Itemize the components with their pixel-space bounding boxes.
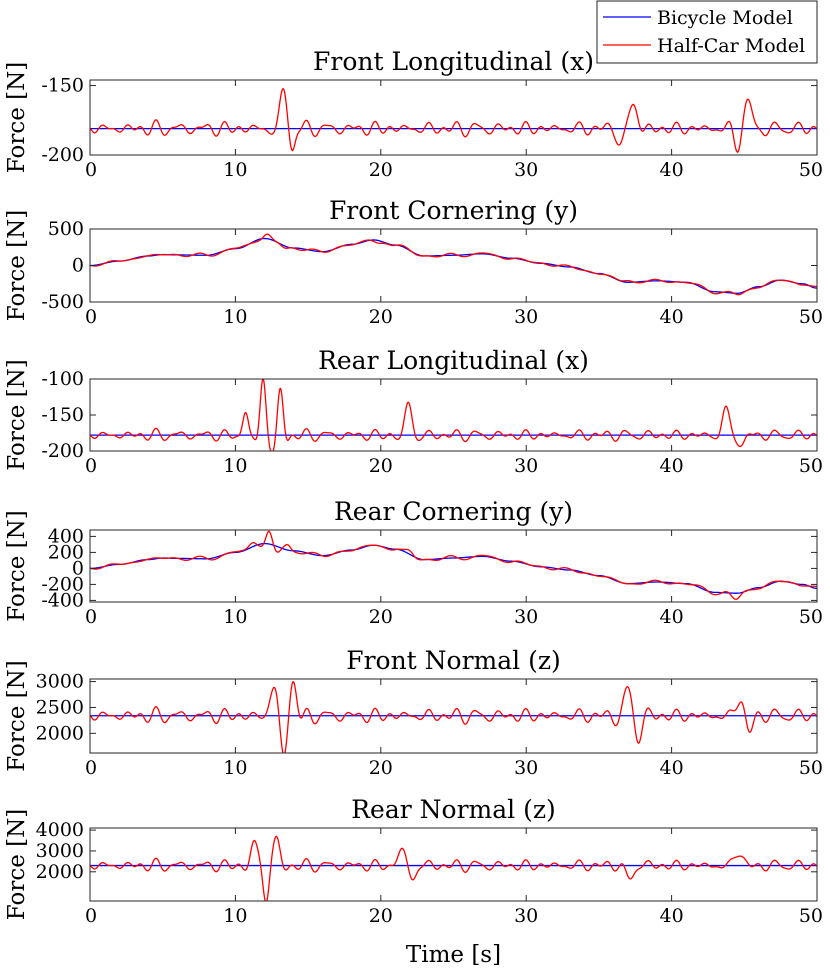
x-tick-label: 0 [85,455,97,477]
x-tick-label: 20 [369,905,393,927]
series-line-half-car-model [90,87,817,153]
y-tick-label: 3000 [36,671,84,693]
series-line-bicycle-model [90,237,817,294]
y-tick-label: 2000 [36,861,84,883]
y-tick-label: -150 [41,404,84,426]
y-tick-label: -150 [41,75,84,97]
x-tick-label: 0 [85,306,97,328]
x-tick-label: 40 [660,306,684,328]
y-axis-label: Force [N] [4,510,30,621]
x-tick-label: 0 [85,606,97,628]
y-axis-label: Force [N] [4,210,30,321]
y-tick-label: 400 [48,525,84,547]
chart-panel-1: Front Longitudinal (x) Force [N] 0 10 20 30 40… [4,47,823,181]
x-tick-label: 30 [514,905,538,927]
legend: Bicycle Model Half-Car Model [596,0,818,64]
panel-title: Rear Longitudinal (x) [318,346,589,375]
y-tick-label: -500 [41,291,84,313]
chart-panel-5: Front Normal (z) Force [N] 0 10 20 30 40 50 3000… [4,646,823,779]
y-tick-label: 0 [72,255,84,277]
y-tick-label: 2500 [36,696,84,718]
x-tick-label: 20 [369,606,393,628]
plot-frame [89,529,818,603]
y-tick-label: 500 [48,218,84,240]
series-line-half-car-model [90,680,817,753]
x-tick-label: 30 [514,159,538,181]
x-tick-label: 50 [799,606,823,628]
y-axis-label: Force [N] [4,660,30,771]
y-tick-label: 2000 [36,722,84,744]
x-tick-label: 40 [660,757,684,779]
plot-frame [89,678,818,754]
x-tick-label: 10 [223,757,247,779]
x-tick-label: 40 [660,159,684,181]
y-tick-label: 3000 [36,840,84,862]
series-line-half-car-model [90,835,817,901]
chart-panel-4: Rear Cornering (y) Force [N] 0 10 20 30 40 50 40… [4,497,823,628]
y-tick-label: -200 [41,440,84,462]
y-tick-label: 0 [72,557,84,579]
x-tick-label: 30 [514,606,538,628]
x-tick-label: 50 [799,159,823,181]
x-tick-label: 40 [660,905,684,927]
x-tick-label: 10 [223,306,247,328]
x-tick-label: 10 [223,606,247,628]
panel-title: Rear Normal (z) [351,795,556,824]
x-tick-label: 20 [369,306,393,328]
x-tick-label: 30 [514,757,538,779]
y-axis-label: Force [N] [4,62,30,173]
y-axis-label: Force [N] [4,359,30,470]
series-line-half-car-model [90,233,817,296]
y-tick-label: -400 [41,589,84,611]
legend-label: Bicycle Model [657,7,793,29]
x-tick-label: 10 [223,905,247,927]
panel-title: Front Cornering (y) [329,196,578,225]
x-tick-label: 50 [799,757,823,779]
panel-title: Rear Cornering (y) [334,497,573,526]
chart-panel-3: Rear Longitudinal (x) Force [N] 0 10 20 30 40 5… [4,346,823,477]
x-tick-label: 20 [369,159,393,181]
x-tick-label: 50 [799,455,823,477]
y-tick-label: 4000 [36,819,84,841]
legend-box [596,0,818,64]
chart-panel-2: Front Cornering (y) Force [N] 0 10 20 30 40 50 5… [4,196,823,328]
x-tick-label: 20 [369,757,393,779]
plot-frame [89,79,818,156]
y-tick-label: -200 [41,573,84,595]
plot-frame [89,827,818,902]
legend-label: Half-Car Model [657,35,805,57]
x-tick-label: 50 [799,905,823,927]
x-tick-label: 10 [223,455,247,477]
x-tick-label: 30 [514,455,538,477]
x-tick-label: 40 [660,606,684,628]
y-tick-label: -100 [41,368,84,390]
chart-panel-6: Rear Normal (z) Force [N] 0 10 20 30 40 50 40003… [4,795,823,927]
y-axis-label: Force [N] [4,809,30,920]
x-tick-label: 30 [514,306,538,328]
x-tick-label: 10 [223,159,247,181]
plot-frame [89,378,818,452]
series-line-half-car-model [90,530,817,600]
x-tick-label: 0 [85,159,97,181]
panel-title: Front Normal (z) [346,646,561,675]
x-tick-label: 50 [799,306,823,328]
series-line-half-car-model [90,379,817,451]
x-axis-label: Time [s] [406,942,501,968]
series-line-bicycle-model [90,542,817,594]
x-tick-label: 40 [660,455,684,477]
panel-title: Front Longitudinal (x) [313,47,594,76]
x-tick-label: 0 [85,757,97,779]
x-tick-label: 20 [369,455,393,477]
x-tick-label: 0 [85,905,97,927]
y-tick-label: 200 [48,541,84,563]
y-tick-label: -200 [41,144,84,166]
